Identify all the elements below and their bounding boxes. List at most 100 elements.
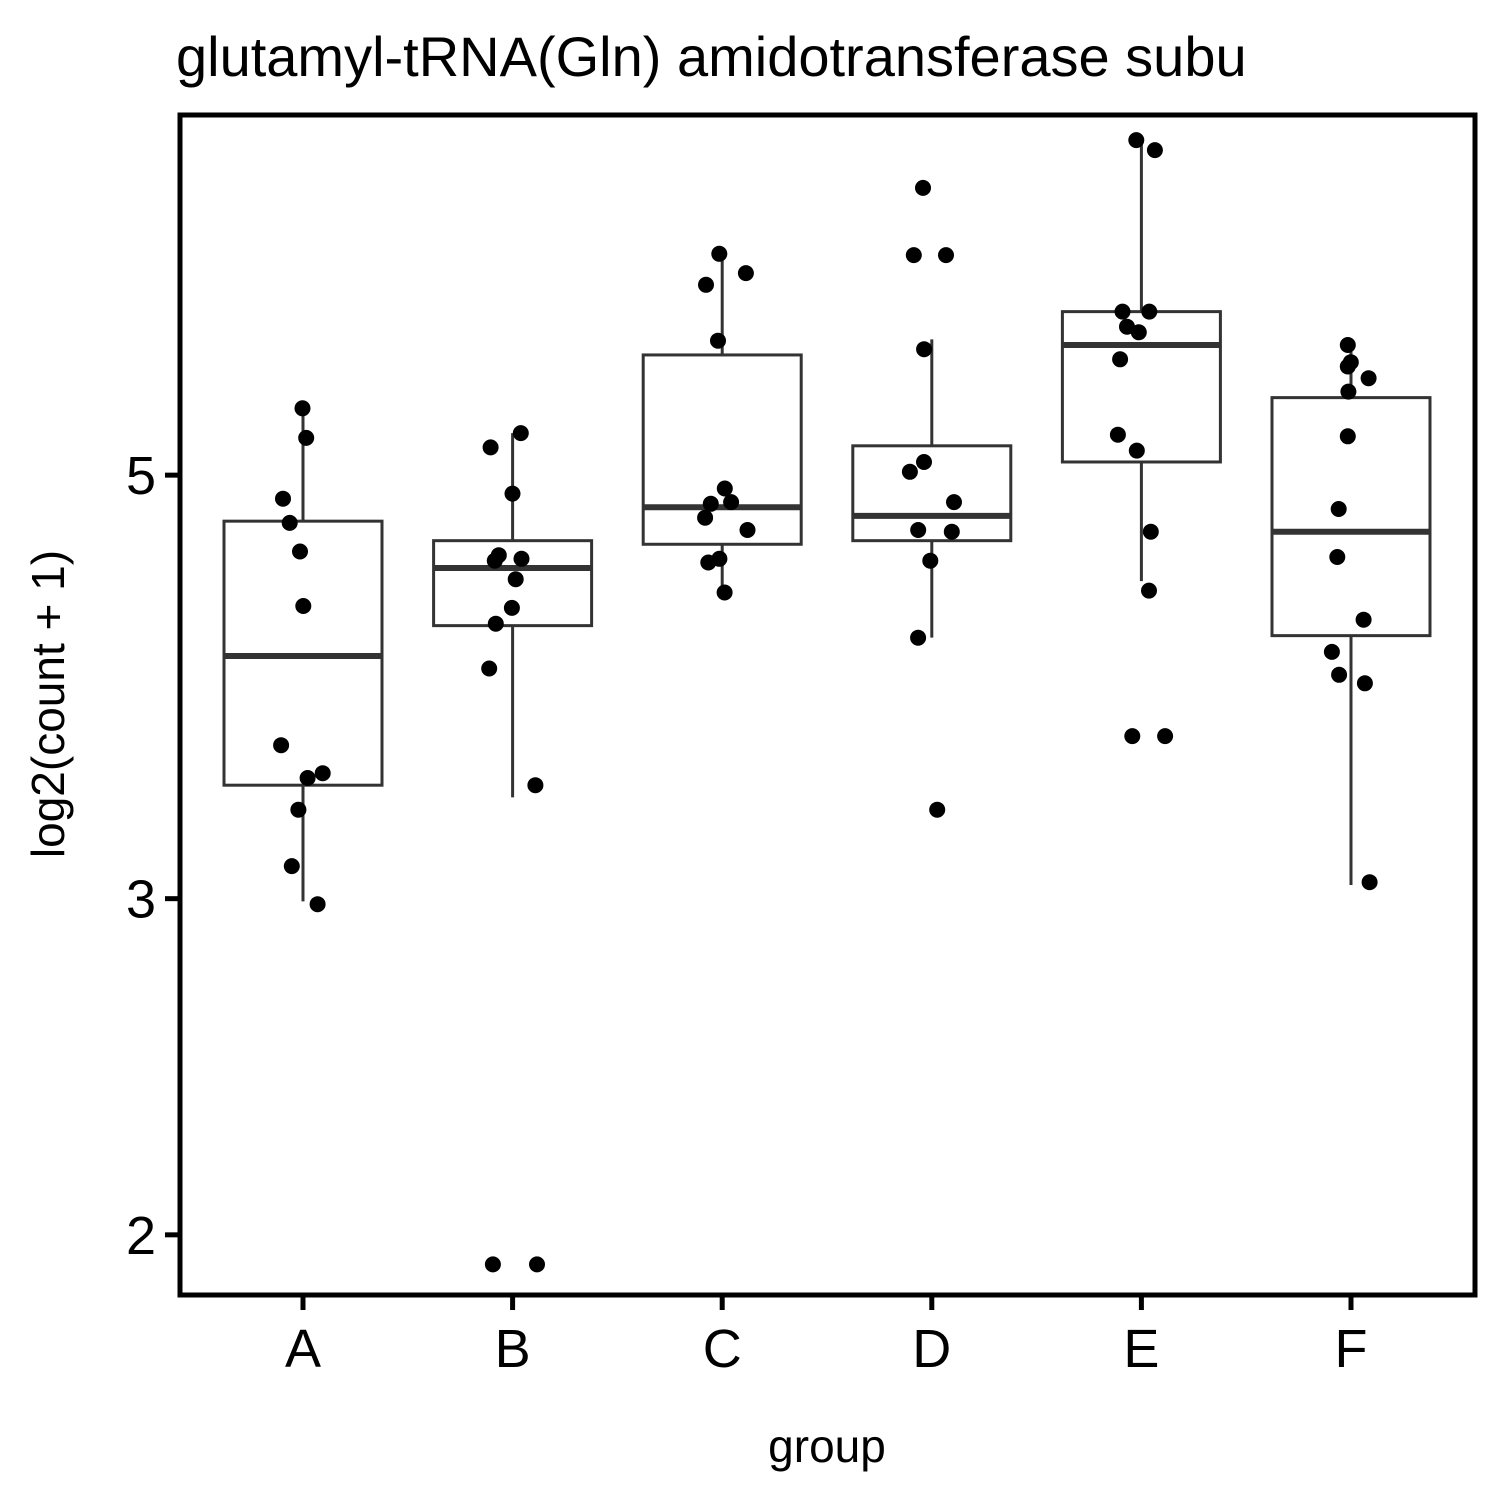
- data-point: [295, 598, 312, 614]
- data-point: [294, 400, 311, 417]
- data-point: [309, 896, 326, 913]
- points-a: [273, 400, 331, 913]
- data-point: [723, 494, 740, 511]
- data-point: [710, 332, 726, 349]
- data-point: [1141, 582, 1157, 599]
- data-point: [513, 550, 530, 567]
- data-point: [1330, 501, 1347, 517]
- y-tick-label: 2: [126, 1206, 156, 1266]
- box-a: [222, 408, 384, 902]
- data-point: [1128, 132, 1145, 149]
- chart-title: glutamyl-tRNA(Gln) amidotransferase subu: [176, 25, 1247, 88]
- data-point: [484, 1256, 501, 1273]
- y-tick-label: 5: [126, 446, 156, 506]
- points-f: [1323, 337, 1378, 891]
- data-point: [481, 660, 498, 677]
- data-point: [283, 858, 300, 875]
- data-point: [938, 247, 954, 264]
- x-tick-label: F: [1335, 1319, 1368, 1379]
- data-point: [314, 765, 331, 782]
- data-point: [1109, 426, 1126, 443]
- x-axis-ticks: A B C D E F: [285, 1295, 1368, 1379]
- data-point: [1146, 142, 1163, 159]
- plot-marks: [222, 132, 1432, 1273]
- x-tick-label: D: [912, 1319, 951, 1379]
- data-point: [716, 480, 733, 497]
- data-point: [281, 514, 298, 531]
- data-point: [1339, 358, 1356, 375]
- data-point: [482, 439, 499, 456]
- x-tick-label: C: [703, 1319, 742, 1379]
- data-point: [486, 552, 503, 569]
- data-point: [299, 770, 316, 786]
- box-body: [851, 444, 1013, 543]
- data-point: [910, 522, 927, 538]
- x-tick-label: A: [285, 1319, 321, 1379]
- data-point: [1157, 728, 1174, 745]
- data-point: [1124, 728, 1141, 745]
- data-point: [1329, 549, 1346, 565]
- data-point: [915, 179, 931, 196]
- data-point: [916, 341, 933, 358]
- data-point: [711, 245, 728, 262]
- data-point: [298, 429, 315, 446]
- data-point: [503, 599, 520, 616]
- x-tick-label: B: [495, 1319, 531, 1379]
- data-point: [1128, 442, 1145, 459]
- data-point: [1360, 370, 1377, 387]
- data-point: [487, 615, 504, 632]
- data-point: [290, 801, 307, 818]
- data-point: [527, 777, 544, 794]
- data-point: [916, 454, 932, 470]
- box-e: [1060, 140, 1222, 582]
- x-tick-label: E: [1123, 1319, 1159, 1379]
- data-point: [292, 543, 308, 560]
- data-point: [901, 463, 918, 480]
- data-point: [946, 494, 962, 511]
- data-point: [1356, 675, 1373, 692]
- data-point: [1141, 303, 1158, 320]
- data-point: [922, 552, 939, 569]
- data-point: [529, 1256, 545, 1273]
- data-point: [929, 801, 946, 818]
- data-point: [910, 629, 927, 646]
- data-point: [1142, 523, 1159, 540]
- data-point: [697, 509, 714, 526]
- data-point: [1340, 383, 1357, 400]
- box-c: [641, 253, 803, 591]
- points-b: [481, 425, 545, 1273]
- points-d: [901, 179, 962, 818]
- x-axis-title: group: [768, 1420, 886, 1472]
- data-point: [1361, 874, 1378, 891]
- data-point: [1130, 324, 1147, 341]
- data-point: [275, 490, 291, 507]
- data-point: [1339, 428, 1356, 445]
- data-point: [737, 265, 754, 282]
- data-point: [1331, 666, 1348, 683]
- data-point: [702, 495, 719, 512]
- data-point: [943, 523, 960, 540]
- data-point: [700, 554, 717, 571]
- box-d: [851, 339, 1013, 638]
- data-point: [504, 485, 521, 502]
- points-e: [1109, 132, 1174, 745]
- data-point: [1339, 337, 1356, 353]
- data-point: [905, 247, 922, 264]
- data-point: [1114, 303, 1131, 320]
- points-c: [697, 245, 756, 601]
- data-point: [716, 584, 733, 601]
- data-point: [698, 276, 714, 293]
- data-point: [1112, 351, 1129, 368]
- y-tick-label: 3: [126, 870, 156, 930]
- box-body: [641, 353, 803, 546]
- y-axis-ticks: 2 3 5: [126, 446, 180, 1266]
- data-point: [1355, 611, 1372, 628]
- y-axis-title: log2(count + 1): [22, 550, 74, 858]
- data-point: [739, 522, 756, 538]
- box-f: [1270, 344, 1432, 885]
- data-point: [1323, 643, 1340, 660]
- data-point: [273, 737, 290, 754]
- data-point: [507, 571, 524, 588]
- plot-frame: [177, 112, 1478, 1298]
